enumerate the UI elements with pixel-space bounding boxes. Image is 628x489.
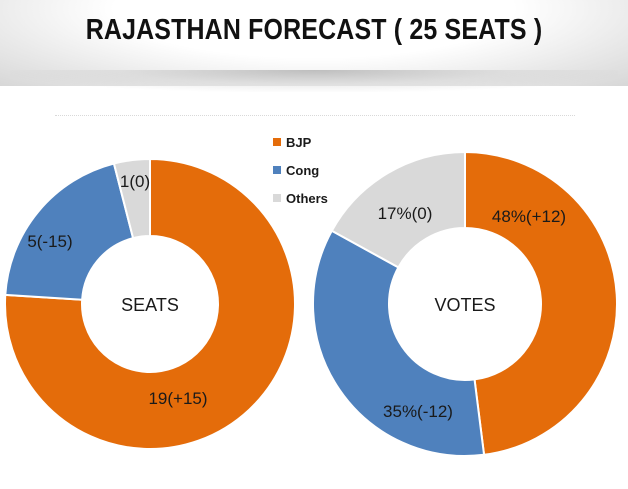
legend: BJP Cong Others [273, 135, 328, 206]
seats-label-bjp: 19(+15) [148, 389, 207, 408]
legend-swatch-others [273, 194, 281, 202]
title-band [0, 0, 628, 86]
title-shadow [10, 70, 618, 92]
legend-swatch-bjp [273, 138, 281, 146]
legend-label-others: Others [286, 191, 328, 206]
legend-swatch-cong [273, 166, 281, 174]
seats-label-others: 1(0) [120, 172, 150, 191]
seats-donut [4, 157, 296, 450]
legend-label-bjp: BJP [286, 135, 312, 150]
votes-label-cong: 35%(-12) [383, 402, 453, 421]
votes-label-others: 17%(0) [378, 204, 433, 223]
seats-label-cong: 5(-15) [27, 232, 72, 251]
legend-label-cong: Cong [286, 163, 319, 178]
votes-label-bjp: 48%(+12) [492, 207, 566, 226]
divider [55, 115, 575, 116]
votes-donut-hole [389, 228, 541, 380]
seats-center-label: SEATS [121, 295, 179, 315]
page-title: RAJASTHAN FORECAST ( 25 SEATS ) [85, 14, 543, 46]
votes-center-label: VOTES [434, 295, 495, 315]
seats-donut-hole [82, 236, 218, 372]
votes-donut [312, 150, 618, 457]
